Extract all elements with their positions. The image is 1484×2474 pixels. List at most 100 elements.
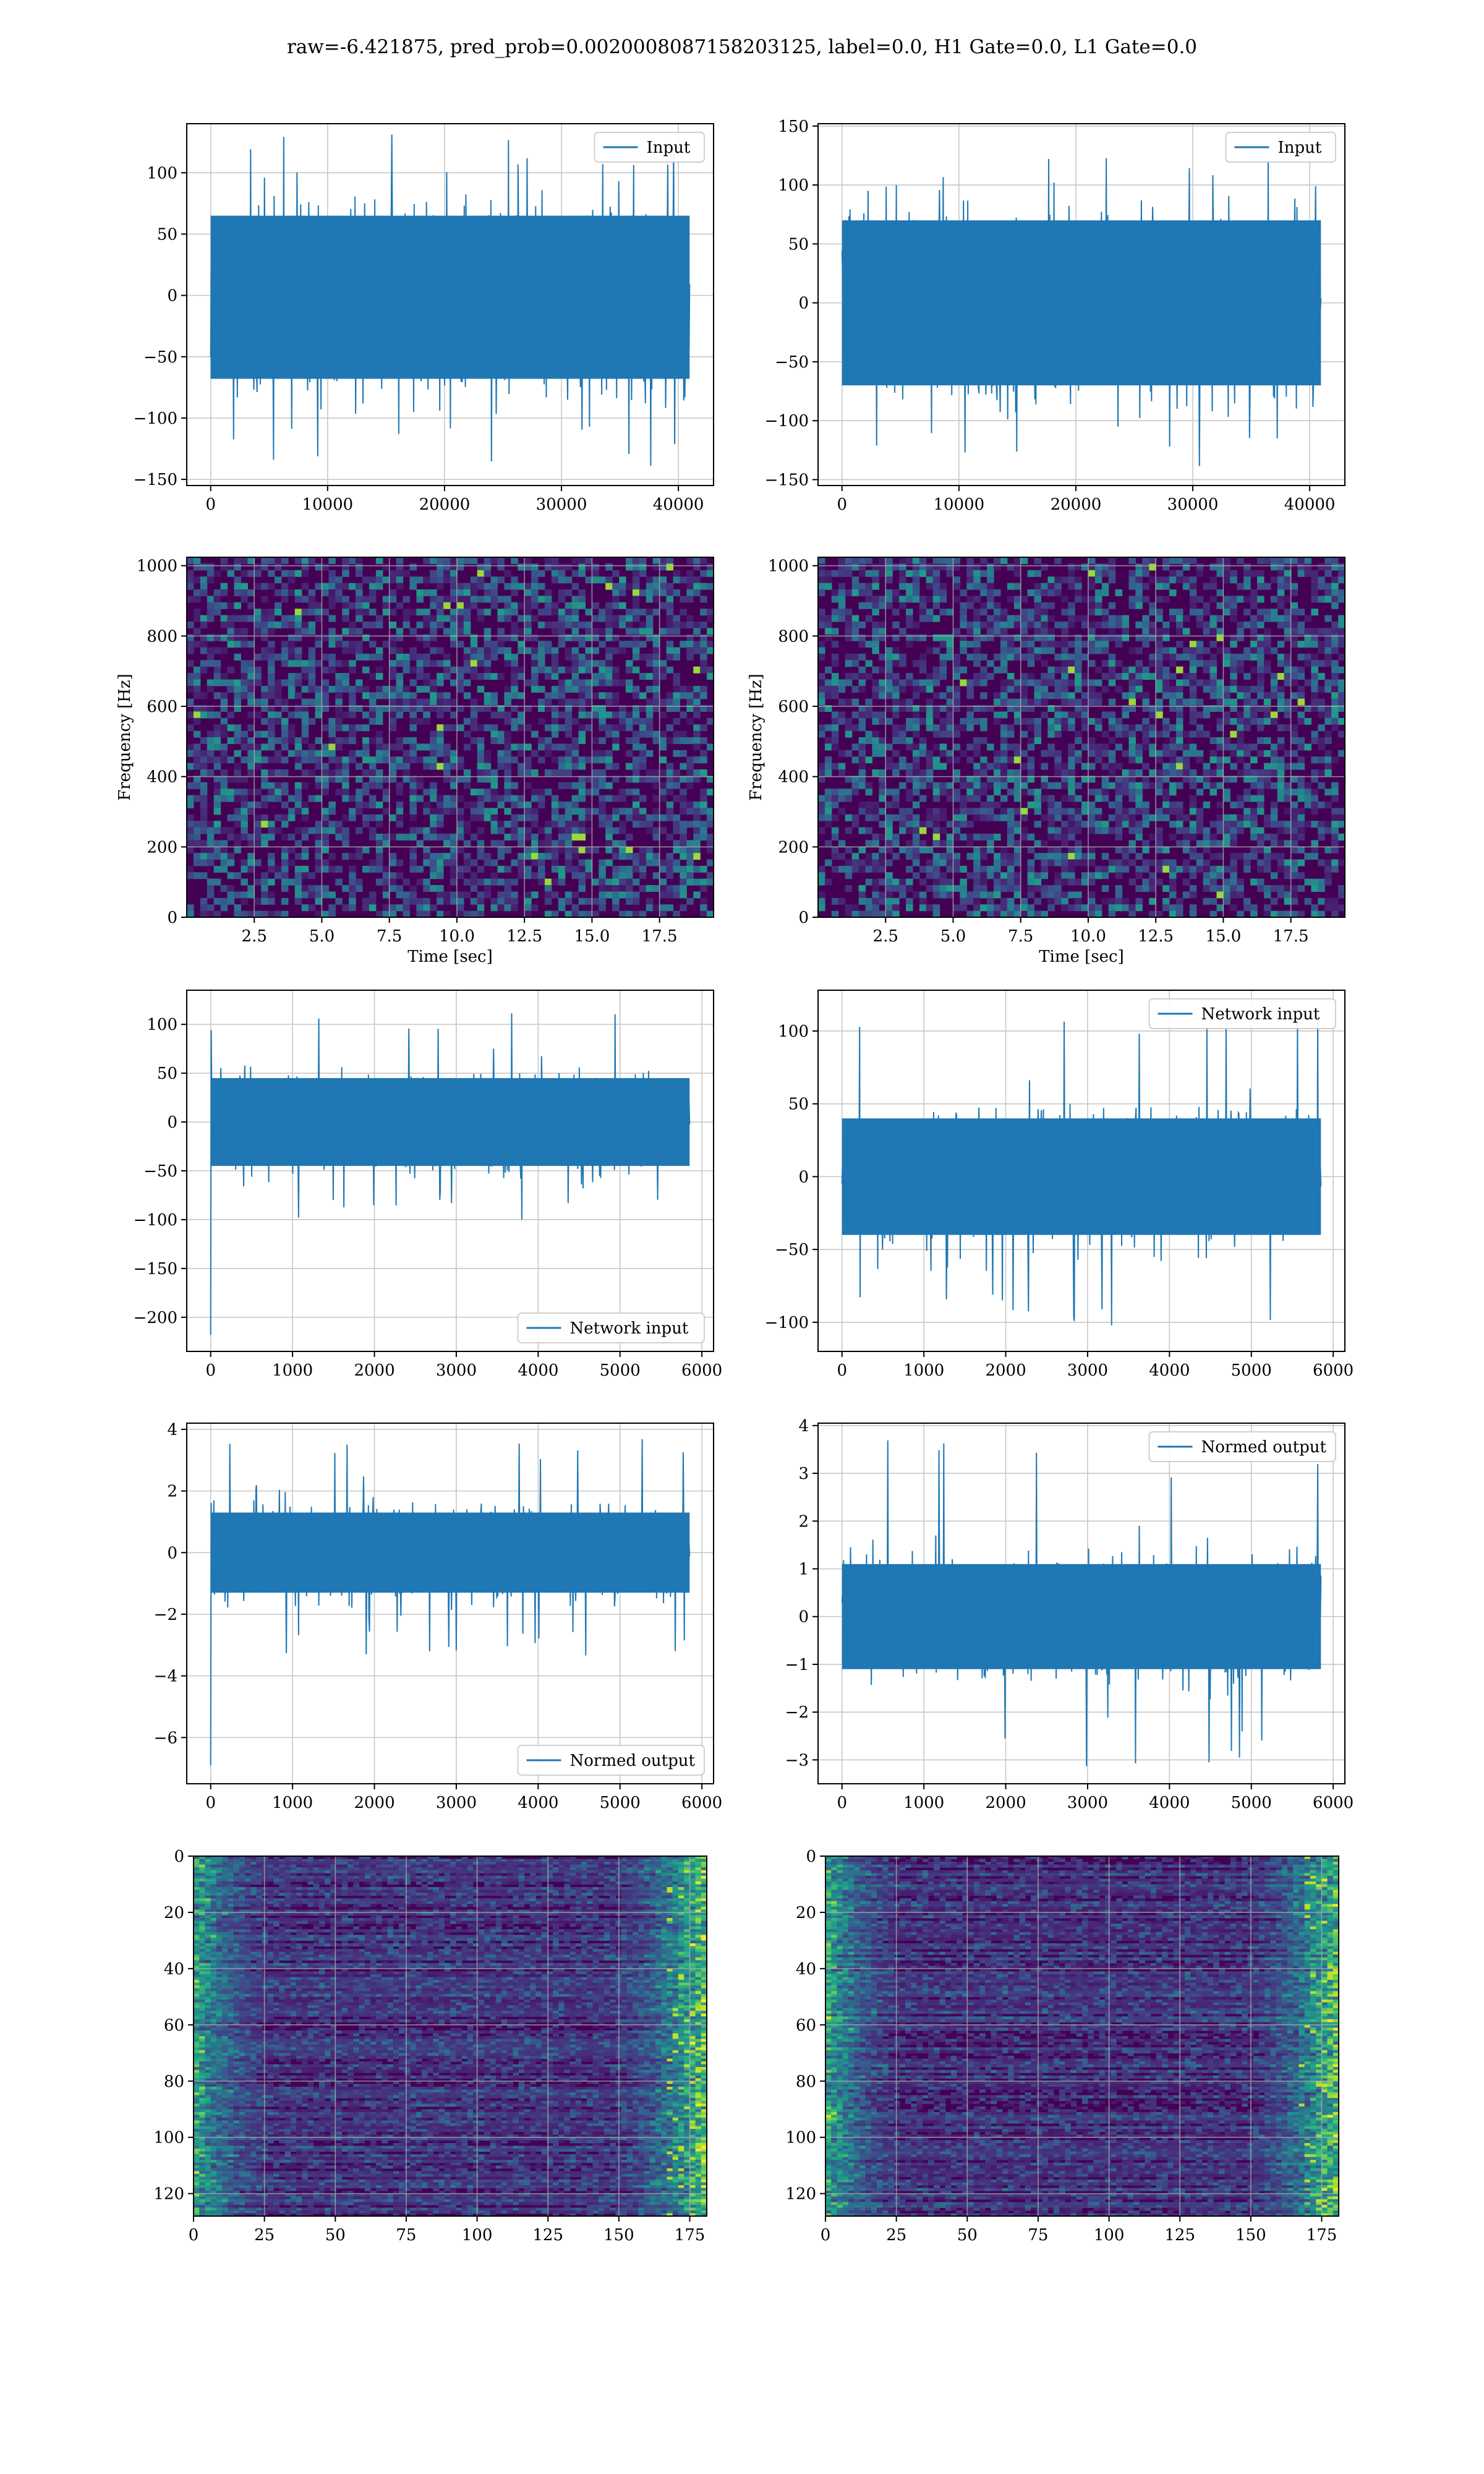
heatmap-cell [241, 731, 248, 738]
heatmap-cell [1109, 557, 1116, 564]
heatmap-cell [369, 589, 377, 596]
heatmap-cell [1128, 840, 1136, 847]
heatmap-cell [302, 731, 309, 738]
heatmap-cell [707, 673, 714, 680]
heatmap-cell [565, 911, 573, 918]
heatmap-cell [261, 563, 268, 570]
heatmap-cell [416, 660, 424, 667]
heatmap-cell [700, 641, 707, 648]
heatmap-cell [288, 692, 296, 699]
heatmap-cell [639, 731, 647, 738]
heatmap-cell [987, 840, 994, 847]
heatmap-cell [1135, 828, 1143, 834]
heatmap-cell [241, 679, 248, 686]
heatmap-cell [518, 802, 525, 808]
heatmap-cell [430, 589, 437, 596]
heatmap-cell [1304, 557, 1311, 564]
heatmap-cell [973, 853, 981, 860]
heatmap-cell [430, 557, 437, 564]
heatmap-cell [892, 763, 900, 770]
heatmap-cell [686, 859, 694, 866]
heatmap-cell [1264, 641, 1271, 648]
heatmap-cell [1095, 828, 1102, 834]
heatmap-cell [254, 828, 262, 834]
heatmap-cell [1061, 692, 1068, 699]
heatmap-cell [1277, 828, 1285, 834]
heatmap-cell [545, 692, 552, 699]
heatmap-cell [919, 686, 927, 693]
heatmap-cell [633, 898, 640, 905]
heatmap-cell [1054, 679, 1062, 686]
heatmap-cell [443, 615, 451, 622]
heatmap-cell [518, 648, 525, 654]
heatmap-cell [872, 576, 879, 583]
heatmap-cell [1203, 583, 1211, 590]
heatmap-cell [639, 724, 647, 731]
heatmap-cell [619, 828, 626, 834]
heatmap-cell [207, 711, 215, 718]
heatmap-cell [859, 654, 866, 661]
heatmap-cell [605, 667, 613, 674]
heatmap-cell [376, 859, 383, 866]
heatmap-cell [187, 866, 194, 873]
heatmap-cell [437, 821, 444, 828]
heatmap-cell [207, 911, 215, 918]
heatmap-cell [1156, 699, 1163, 706]
heatmap-cell [1237, 879, 1244, 886]
heatmap-cell [653, 648, 660, 654]
heatmap-cell [261, 628, 268, 635]
heatmap-cell [1047, 724, 1055, 731]
heatmap-cell [1190, 692, 1197, 699]
heatmap-cell [1095, 808, 1102, 815]
heatmap-cell [1311, 667, 1318, 674]
heatmap-cell [1277, 724, 1285, 731]
heatmap-cell [362, 904, 370, 911]
heatmap-cell [960, 615, 967, 622]
heatmap-cell [646, 596, 654, 602]
heatmap-cell [403, 904, 411, 911]
heatmap-cell [1068, 866, 1075, 873]
heatmap-cell [409, 750, 417, 757]
heatmap-cell [362, 789, 370, 795]
heatmap-cell [471, 724, 478, 731]
heatmap-cell [1034, 686, 1042, 693]
heatmap-cell [457, 615, 464, 622]
heatmap-cell [1230, 743, 1237, 750]
heatmap-cell [234, 821, 241, 828]
heatmap-cell [1102, 795, 1109, 802]
heatmap-cell [859, 802, 866, 808]
heatmap-cell [558, 866, 566, 873]
heatmap-cell [966, 724, 974, 731]
heatmap-cell [504, 904, 511, 911]
heatmap-cell [572, 679, 579, 686]
heatmap-cell [1216, 769, 1224, 776]
heatmap-cell [1156, 866, 1163, 873]
heatmap-cell [545, 557, 552, 564]
heatmap-cell [1176, 782, 1183, 789]
heatmap-cell [241, 756, 248, 763]
heatmap-cell [484, 808, 492, 815]
heatmap-cell [933, 692, 940, 699]
heatmap-cell [1034, 692, 1042, 699]
heatmap-cell [1081, 673, 1089, 680]
heatmap-cell [633, 686, 640, 693]
heatmap-cell [464, 840, 471, 847]
heatmap-cell [552, 609, 559, 615]
heatmap-cell [1264, 615, 1271, 622]
heatmap-cell [477, 750, 485, 757]
heatmap-cell [1176, 802, 1183, 808]
heatmap-cell [906, 679, 913, 686]
heatmap-cell [234, 679, 241, 686]
heatmap-cell [369, 769, 377, 776]
heatmap-cell [913, 596, 920, 602]
heatmap-cell [1061, 782, 1068, 789]
heatmap-cell [1061, 622, 1068, 628]
heatmap-cell [1311, 635, 1318, 641]
heatmap-cell [1034, 699, 1042, 706]
heatmap-cell [315, 756, 323, 763]
heatmap-cell [1156, 641, 1163, 648]
heatmap-cell [565, 898, 573, 905]
heatmap-cell [1014, 686, 1021, 693]
heatmap-cell [953, 628, 960, 635]
heatmap-cell [913, 815, 920, 821]
